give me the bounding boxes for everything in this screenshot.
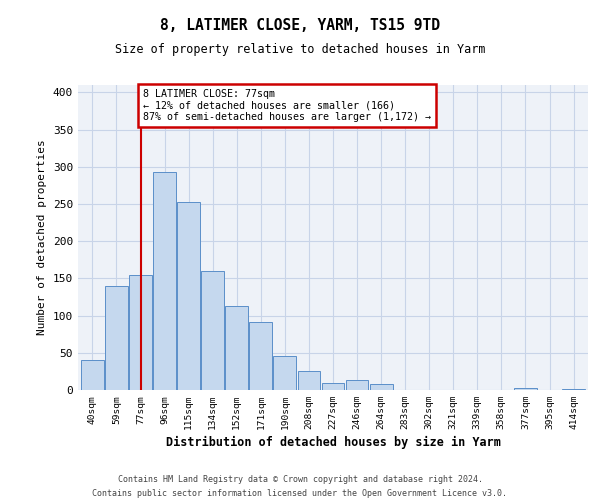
Bar xyxy=(226,306,248,390)
Bar xyxy=(201,271,224,390)
Text: Contains HM Land Registry data © Crown copyright and database right 2024.
Contai: Contains HM Land Registry data © Crown c… xyxy=(92,476,508,498)
Bar xyxy=(370,384,392,390)
Bar xyxy=(514,388,537,390)
Bar xyxy=(346,380,368,390)
Bar xyxy=(250,322,272,390)
Bar xyxy=(177,202,200,390)
Text: 8, LATIMER CLOSE, YARM, TS15 9TD: 8, LATIMER CLOSE, YARM, TS15 9TD xyxy=(160,18,440,32)
Bar xyxy=(153,172,176,390)
Y-axis label: Number of detached properties: Number of detached properties xyxy=(37,140,47,336)
Text: 8 LATIMER CLOSE: 77sqm
← 12% of detached houses are smaller (166)
87% of semi-de: 8 LATIMER CLOSE: 77sqm ← 12% of detached… xyxy=(143,88,431,122)
Bar xyxy=(562,388,585,390)
Bar xyxy=(298,372,320,390)
X-axis label: Distribution of detached houses by size in Yarm: Distribution of detached houses by size … xyxy=(166,436,500,450)
Bar xyxy=(129,274,152,390)
Text: Size of property relative to detached houses in Yarm: Size of property relative to detached ho… xyxy=(115,42,485,56)
Bar xyxy=(81,360,104,390)
Bar xyxy=(274,356,296,390)
Bar xyxy=(105,286,128,390)
Bar xyxy=(322,382,344,390)
